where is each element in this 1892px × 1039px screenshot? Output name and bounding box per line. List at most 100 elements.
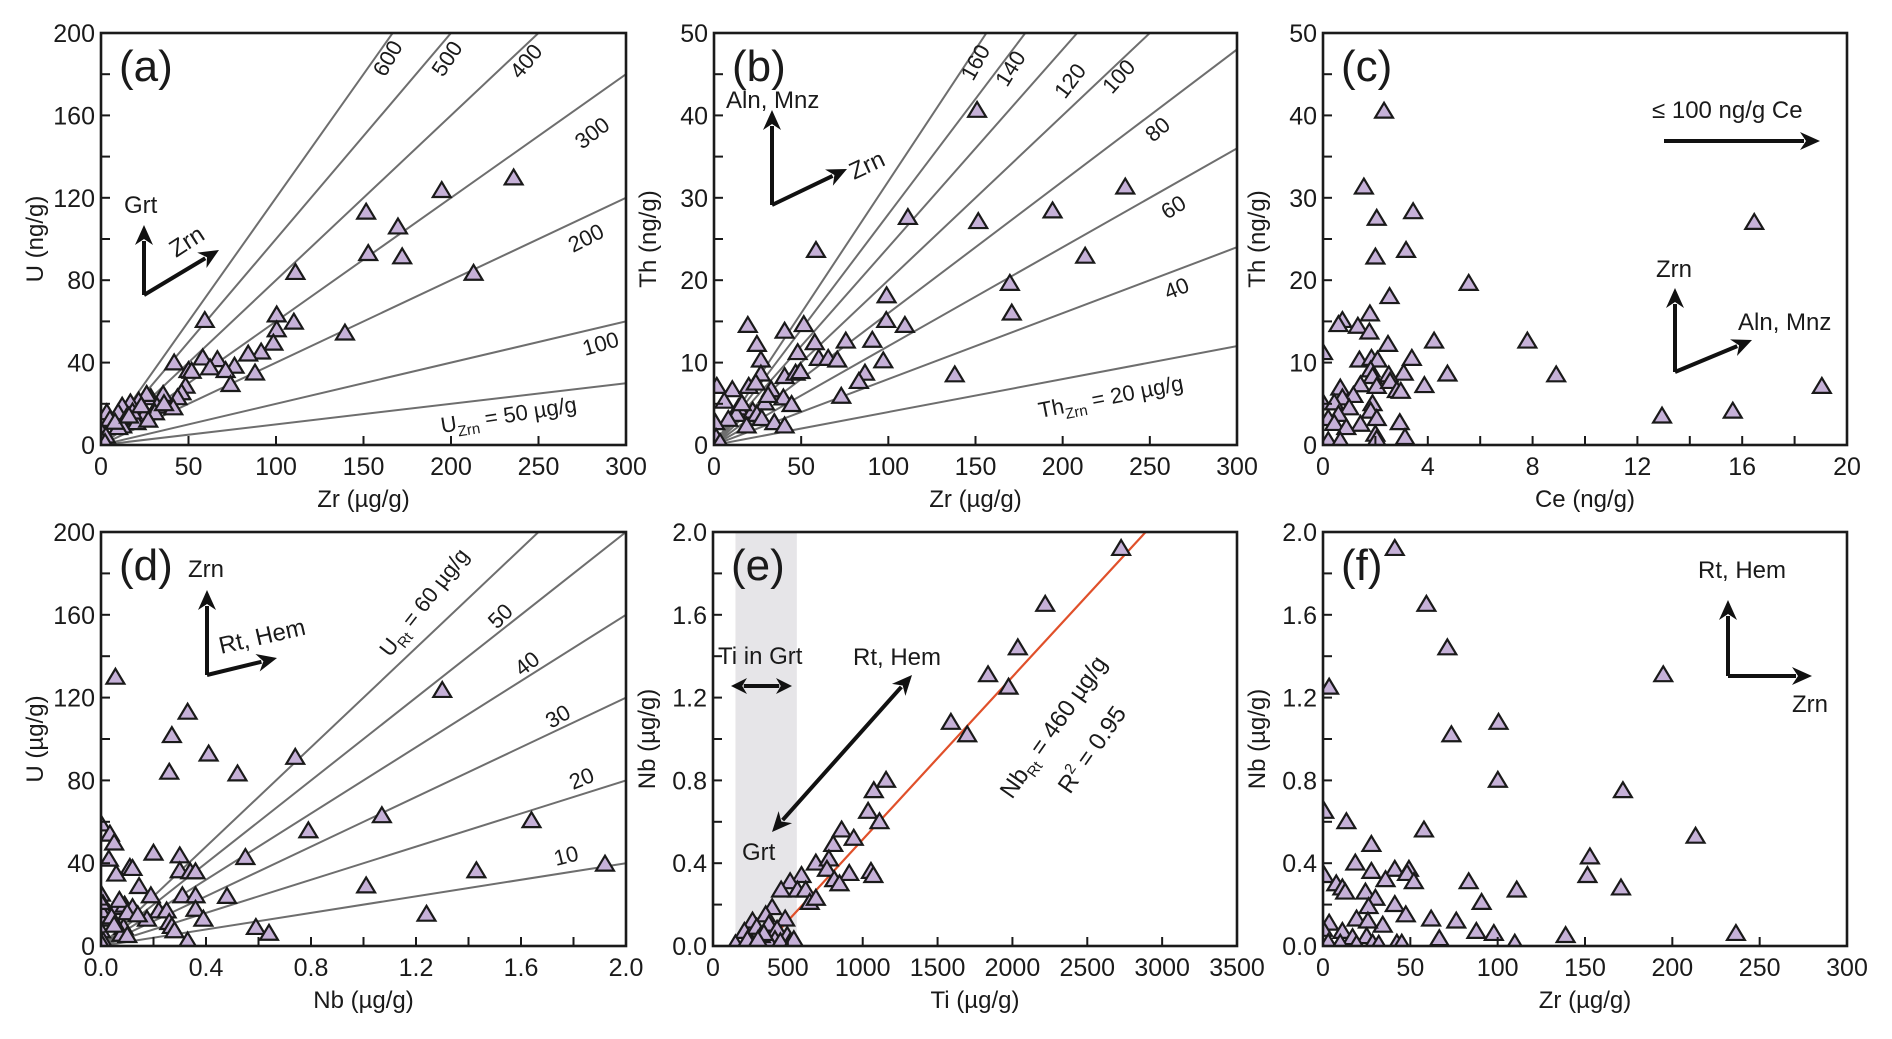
- data-point: [168, 845, 191, 864]
- data-point: [103, 914, 125, 933]
- annotations: Rt, Hem Zrn: [1698, 557, 1828, 718]
- label-part: 40: [510, 646, 545, 681]
- label-part: 50: [483, 599, 518, 634]
- data-point: [1000, 302, 1023, 321]
- data-point: [1482, 922, 1505, 942]
- x-tick-label: 50: [1396, 954, 1424, 982]
- y-tick-label: 80: [67, 767, 95, 795]
- y-tick-label: 20: [680, 267, 708, 295]
- data-point: [1395, 239, 1417, 259]
- data-point: [977, 664, 999, 683]
- data-point: [116, 925, 139, 944]
- data-point: [1393, 932, 1410, 946]
- annotation-rt-hem: Rt, Hem: [216, 614, 308, 660]
- data-point: [161, 725, 183, 744]
- data-point: [1327, 314, 1350, 333]
- data-point: [1383, 858, 1406, 877]
- reference-label-80: 80: [1140, 112, 1175, 147]
- x-tick-label: 2500: [1059, 954, 1115, 982]
- data-point: [118, 405, 140, 424]
- y-axis-title: Nb (µg/g): [1244, 689, 1271, 790]
- label-part: = 50 µg/g: [477, 392, 579, 432]
- data-point: [1110, 537, 1132, 557]
- y-tick-label: 0.0: [1282, 933, 1317, 961]
- data-point: [140, 885, 162, 904]
- data-point: [1349, 413, 1372, 432]
- arrowhead-icon: [1800, 132, 1820, 150]
- reference-line-600: [101, 33, 394, 445]
- data-point: [1364, 246, 1387, 265]
- data-point: [1457, 871, 1480, 890]
- x-tick-label: 0: [1316, 954, 1330, 982]
- y-tick-label: 40: [67, 350, 95, 378]
- annotation-zrn: Zrn: [165, 221, 210, 263]
- annotation-ti-in-grt: Ti in Grt: [718, 643, 803, 670]
- data-point: [262, 332, 285, 351]
- plot-area: [101, 532, 626, 946]
- data-point: [1383, 893, 1406, 913]
- arrowhead-icon: [197, 250, 219, 269]
- data-point: [219, 374, 242, 393]
- data-point: [121, 857, 144, 877]
- arrowhead-icon: [731, 678, 747, 694]
- y-tick-label: 0: [694, 432, 708, 460]
- annotation-zrn: Zrn: [188, 556, 224, 583]
- regression-line: [781, 532, 1147, 929]
- data-point: [773, 320, 796, 339]
- data-point: [1114, 176, 1137, 195]
- double-arrow-horizontal-icon: [731, 678, 792, 694]
- plot-area: [1323, 537, 1747, 946]
- data-points: [727, 537, 1132, 946]
- data-point: [735, 415, 758, 434]
- x-tick-label: 300: [1826, 954, 1868, 982]
- data-point: [1332, 932, 1349, 946]
- data-point: [1612, 780, 1634, 799]
- data-point: [1323, 342, 1334, 361]
- data-point: [1436, 637, 1459, 656]
- label-part: 140: [990, 46, 1031, 90]
- data-point: [822, 833, 845, 853]
- data-point: [1074, 245, 1097, 264]
- data-point: [744, 372, 767, 391]
- y-tick-label: 120: [53, 185, 95, 213]
- data-point: [1365, 375, 1388, 394]
- reference-line-50: [101, 382, 626, 445]
- data-point: [1349, 374, 1372, 393]
- data-point: [804, 887, 827, 906]
- data-point: [130, 395, 153, 414]
- arrowhead-icon: [1719, 600, 1737, 620]
- x-tick-label: 16: [1728, 453, 1756, 481]
- label-part: 500: [426, 36, 467, 80]
- data-point: [940, 711, 962, 730]
- label-part: 300: [570, 112, 614, 154]
- annotations: ≤ 100 ng/g Ce Zrn Aln, Mnz: [1652, 97, 1831, 374]
- y-axis-title: Nb (µg/g): [634, 689, 661, 790]
- data-point: [1554, 925, 1577, 944]
- double-arrow-diagonal-icon: [772, 675, 912, 832]
- data-point: [158, 761, 181, 780]
- label-part: Zrn: [165, 221, 210, 263]
- reference-line-160: [714, 33, 988, 445]
- data-point: [805, 239, 827, 259]
- arrowhead-icon: [772, 811, 793, 832]
- x-tick-label: 0.8: [294, 954, 329, 982]
- data-point: [258, 922, 280, 941]
- y-tick-label: 10: [1289, 350, 1317, 378]
- arrowhead-icon: [891, 675, 912, 696]
- data-point: [265, 304, 288, 323]
- x-tick-label: 3500: [1209, 954, 1265, 982]
- arrow-up-icon: [198, 590, 216, 675]
- y-tick-label: 40: [680, 102, 708, 130]
- data-point: [862, 780, 885, 799]
- x-tick-label: 20: [1833, 453, 1861, 481]
- data-point: [101, 432, 113, 445]
- panel-c: 0 4 8 12 16 20 0 10 20 30 40 50 Ce (ng/g) Th (ng/g) (c…: [1244, 20, 1861, 513]
- panel-label: (f): [1341, 541, 1383, 590]
- data-point: [1366, 349, 1389, 368]
- x-tick-label: 1500: [910, 954, 966, 982]
- x-axis-title: Zr (µg/g): [317, 486, 410, 513]
- reference-line-400: [101, 33, 540, 445]
- arrow-diagonal-icon: [142, 250, 219, 297]
- data-point: [780, 393, 803, 413]
- data-point: [594, 853, 616, 872]
